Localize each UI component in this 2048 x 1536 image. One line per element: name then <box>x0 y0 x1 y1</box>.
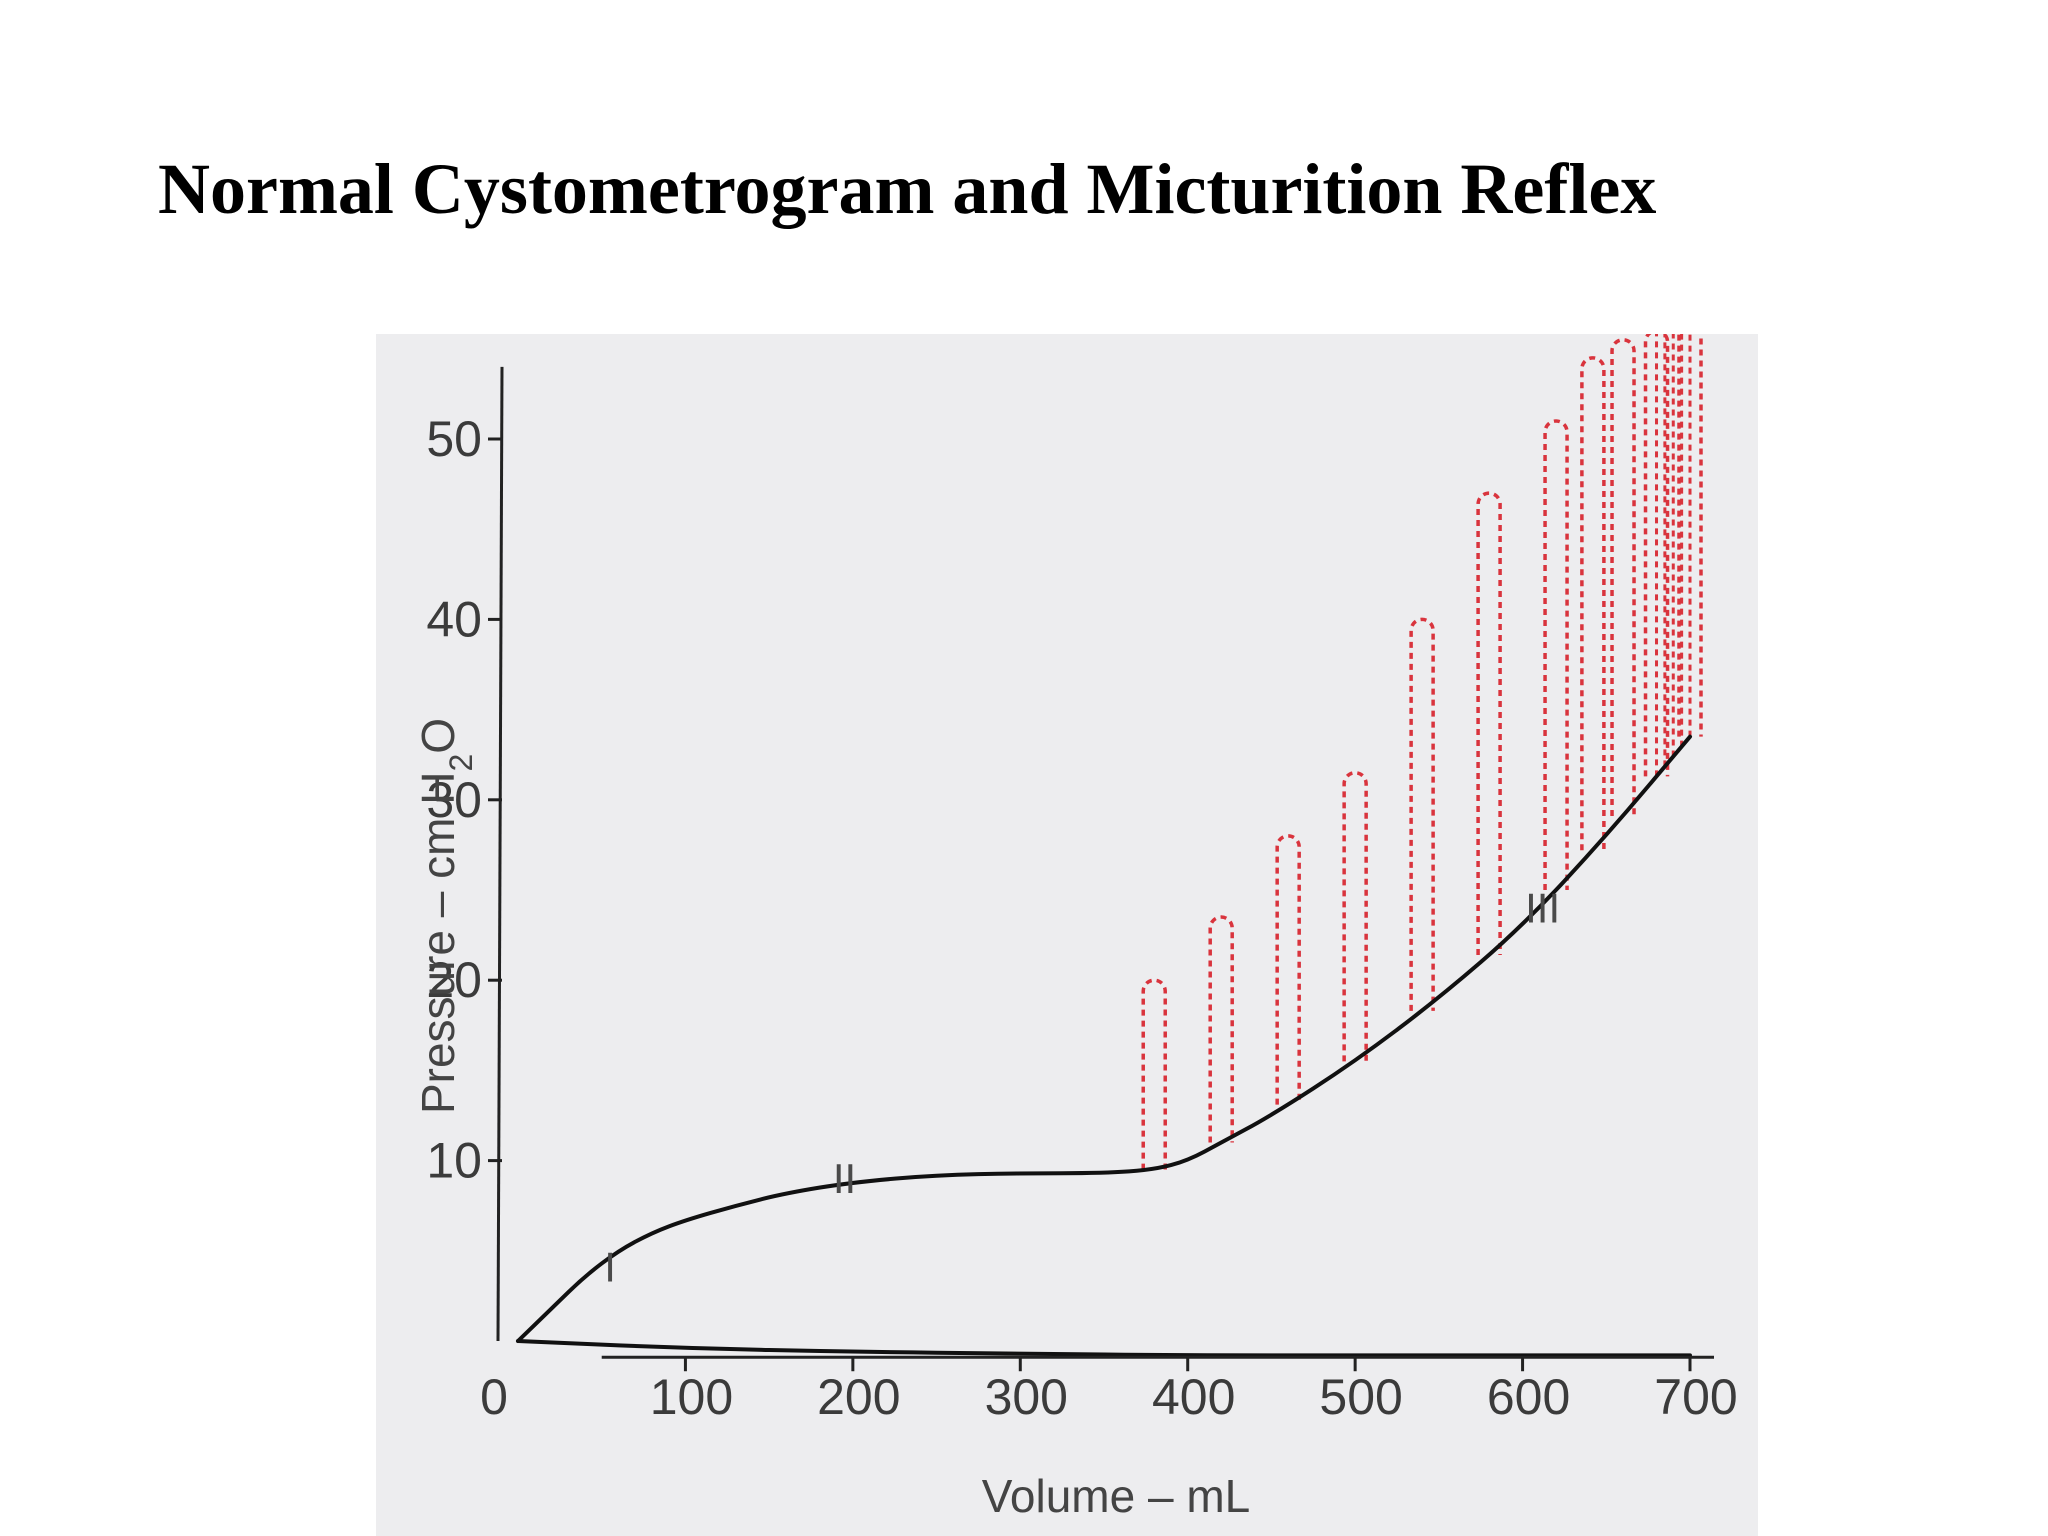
x-tick-label: 100 <box>650 1369 733 1425</box>
x-axis-title: Volume – mL <box>982 1470 1250 1522</box>
reflex-wave <box>1543 419 1569 890</box>
y-axis-title-main: Pressure – cm H <box>412 772 464 1115</box>
filling-pressure-curve <box>516 734 1692 1343</box>
slide-title: Normal Cystometrogram and Micturition Re… <box>158 149 1657 229</box>
reflex-wave <box>1610 338 1636 817</box>
y-tick-label: 20 <box>426 952 482 1008</box>
x-tick-label: 600 <box>1487 1369 1570 1425</box>
y-tick-label: 10 <box>426 1133 482 1189</box>
x-tick-label: 300 <box>985 1369 1068 1425</box>
x-tick-label: 500 <box>1319 1369 1402 1425</box>
curves-layer <box>516 734 1692 1358</box>
x-tick-label: 400 <box>1152 1369 1235 1425</box>
reflex-wave <box>1275 834 1301 1105</box>
reflex-waves-layer <box>1141 334 1703 1170</box>
x-tick-label: 0 <box>480 1369 508 1425</box>
baseline-curve <box>516 1339 1692 1358</box>
phase-label: II <box>833 1155 856 1202</box>
y-axis-line <box>496 366 504 1342</box>
reflex-wave <box>1476 491 1502 955</box>
y-tick-label: 50 <box>426 411 482 467</box>
reflex-wave <box>1580 356 1606 851</box>
phase-label: III <box>1525 884 1560 931</box>
y-axis-title: Pressure – cm H2O <box>412 718 479 1114</box>
reflex-wave <box>1643 334 1670 777</box>
reflex-wave <box>1208 915 1234 1143</box>
phase-label: I <box>604 1243 616 1290</box>
y-axis-title-tail: O <box>412 718 464 754</box>
reflex-wave <box>1342 771 1368 1062</box>
y-tick-label: 40 <box>426 591 482 647</box>
chart-figure: 10 20 30 40 50 0 100 200 300 400 500 600 700 I II III … <box>376 334 1758 1536</box>
reflex-wave <box>1141 978 1167 1170</box>
y-axis-title-sub: 2 <box>443 754 479 772</box>
reflex-wave <box>1409 617 1435 1011</box>
axes-layer <box>496 366 1714 1359</box>
x-tick-label: 700 <box>1654 1369 1737 1425</box>
x-tick-label: 200 <box>817 1369 900 1425</box>
y-tick-label: 30 <box>426 772 482 828</box>
